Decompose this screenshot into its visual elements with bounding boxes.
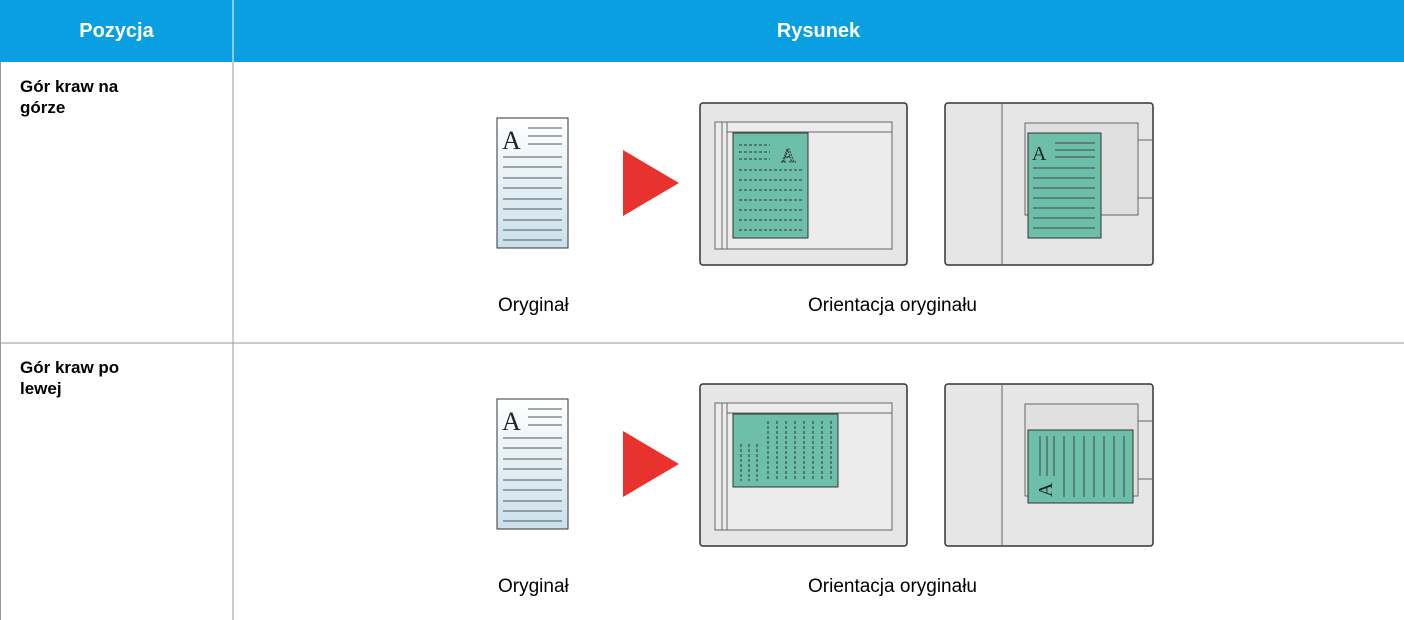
caption: Orientacja oryginału	[808, 576, 977, 597]
header-cell: Rysunek	[776, 20, 861, 42]
caption: Orientacja oryginału	[808, 295, 977, 316]
row-label: Gór kraw na górze	[20, 77, 119, 117]
row-label: Gór kraw po lewej	[20, 358, 120, 398]
svg-text:A: A	[781, 145, 796, 167]
svg-text:A: A	[1035, 482, 1057, 497]
caption: Oryginał	[498, 295, 569, 316]
header-cell: Pozycja	[79, 20, 154, 42]
caption: Oryginał	[498, 576, 569, 597]
svg-text:A: A	[1032, 143, 1047, 165]
